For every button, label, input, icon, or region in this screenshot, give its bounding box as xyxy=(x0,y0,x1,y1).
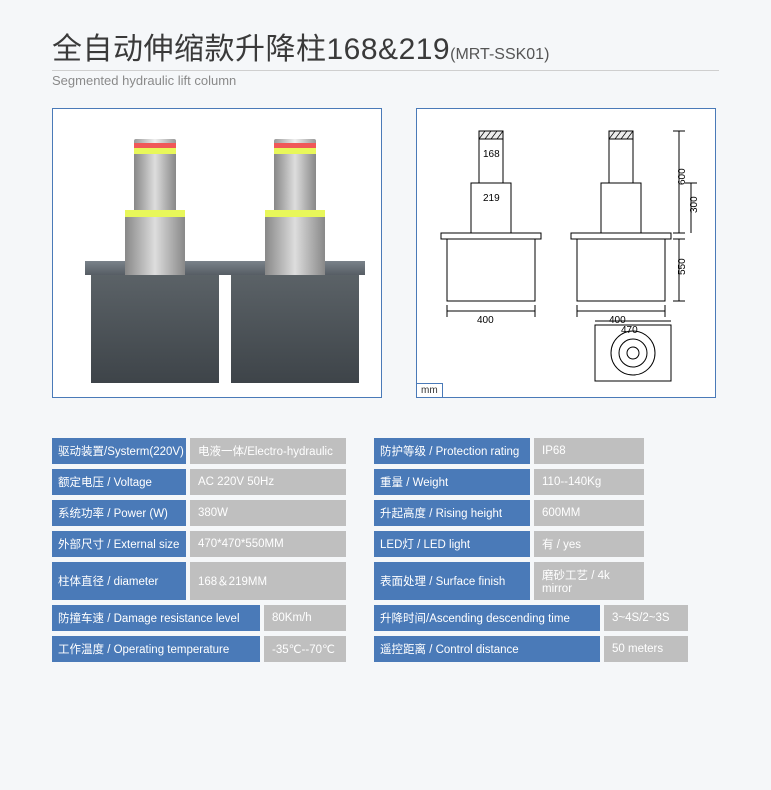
spec-row: 外部尺寸 / External size 470*470*550MM LED灯 … xyxy=(52,531,719,557)
dim-550: 550 xyxy=(677,258,688,275)
spec-row: 额定电压 / Voltage AC 220V 50Hz 重量 / Weight … xyxy=(52,469,719,495)
spec-label: 驱动装置/Systerm(220V) xyxy=(52,438,186,464)
spec-value: 80Km/h xyxy=(264,605,346,631)
bollard-left xyxy=(91,275,219,383)
technical-drawing-box: 168 219 400 400 470 600 300 550 mm xyxy=(416,108,716,398)
title-divider xyxy=(52,70,719,71)
dim-300: 300 xyxy=(689,196,700,213)
spec-table: 驱动装置/Systerm(220V) 电液一体/Electro-hydrauli… xyxy=(52,438,719,662)
spec-value: 50 meters xyxy=(604,636,688,662)
spec-value: 3~4S/2~3S xyxy=(604,605,688,631)
spec-label: 系统功率 / Power (W) xyxy=(52,500,186,526)
spec-value: 600MM xyxy=(534,500,644,526)
spec-value: IP68 xyxy=(534,438,644,464)
spec-row: 防撞车速 / Damage resistance level 80Km/h 升降… xyxy=(52,605,719,631)
dim-219: 219 xyxy=(483,193,500,204)
spec-label: 升降时间/Ascending descending time xyxy=(374,605,600,631)
spec-label: 重量 / Weight xyxy=(374,469,530,495)
spec-label: 柱体直径 / diameter xyxy=(52,562,186,600)
spec-label: 表面处理 / Surface finish xyxy=(374,562,530,600)
title-model-code: (MRT-SSK01) xyxy=(450,46,549,63)
spec-label: LED灯 / LED light xyxy=(374,531,530,557)
spec-value: 有 / yes xyxy=(534,531,644,557)
unit-label: mm xyxy=(416,383,443,398)
spec-label: 升起高度 / Rising height xyxy=(374,500,530,526)
spec-label: 工作温度 / Operating temperature xyxy=(52,636,260,662)
spec-row: 系统功率 / Power (W) 380W 升起高度 / Rising heig… xyxy=(52,500,719,526)
dim-400-left: 400 xyxy=(477,315,494,326)
spec-value: -35℃--70℃ xyxy=(264,636,346,662)
dim-600: 600 xyxy=(677,168,688,185)
spec-value: AC 220V 50Hz xyxy=(190,469,346,495)
spec-value: 380W xyxy=(190,500,346,526)
spec-row: 柱体直径 / diameter 168＆219MM 表面处理 / Surface… xyxy=(52,562,719,600)
spec-value: 磨砂工艺 / 4k mirror xyxy=(534,562,644,600)
dim-168: 168 xyxy=(483,149,500,160)
spec-label: 防撞车速 / Damage resistance level xyxy=(52,605,260,631)
title-main: 全自动伸缩款升降柱168&219 xyxy=(52,33,450,66)
subtitle-en: Segmented hydraulic lift column xyxy=(52,73,719,88)
spec-row: 工作温度 / Operating temperature -35℃--70℃ 遥… xyxy=(52,636,719,662)
spec-label: 外部尺寸 / External size xyxy=(52,531,186,557)
spec-value: 电液一体/Electro-hydraulic xyxy=(190,438,346,464)
dim-470: 470 xyxy=(621,325,638,336)
technical-drawing: 168 219 400 400 470 600 300 550 xyxy=(417,109,715,397)
product-render xyxy=(53,109,381,397)
spec-label: 遥控距离 / Control distance xyxy=(374,636,600,662)
spec-value: 110--140Kg xyxy=(534,469,644,495)
images-row: 168 219 400 400 470 600 300 550 mm xyxy=(52,108,719,398)
title-block: 全自动伸缩款升降柱168&219(MRT-SSK01) xyxy=(52,24,719,68)
bollard-right xyxy=(231,275,359,383)
product-render-box xyxy=(52,108,382,398)
spec-value: 470*470*550MM xyxy=(190,531,346,557)
spec-value: 168＆219MM xyxy=(190,562,346,600)
spec-row: 驱动装置/Systerm(220V) 电液一体/Electro-hydrauli… xyxy=(52,438,719,464)
spec-label: 防护等级 / Protection rating xyxy=(374,438,530,464)
spec-label: 额定电压 / Voltage xyxy=(52,469,186,495)
